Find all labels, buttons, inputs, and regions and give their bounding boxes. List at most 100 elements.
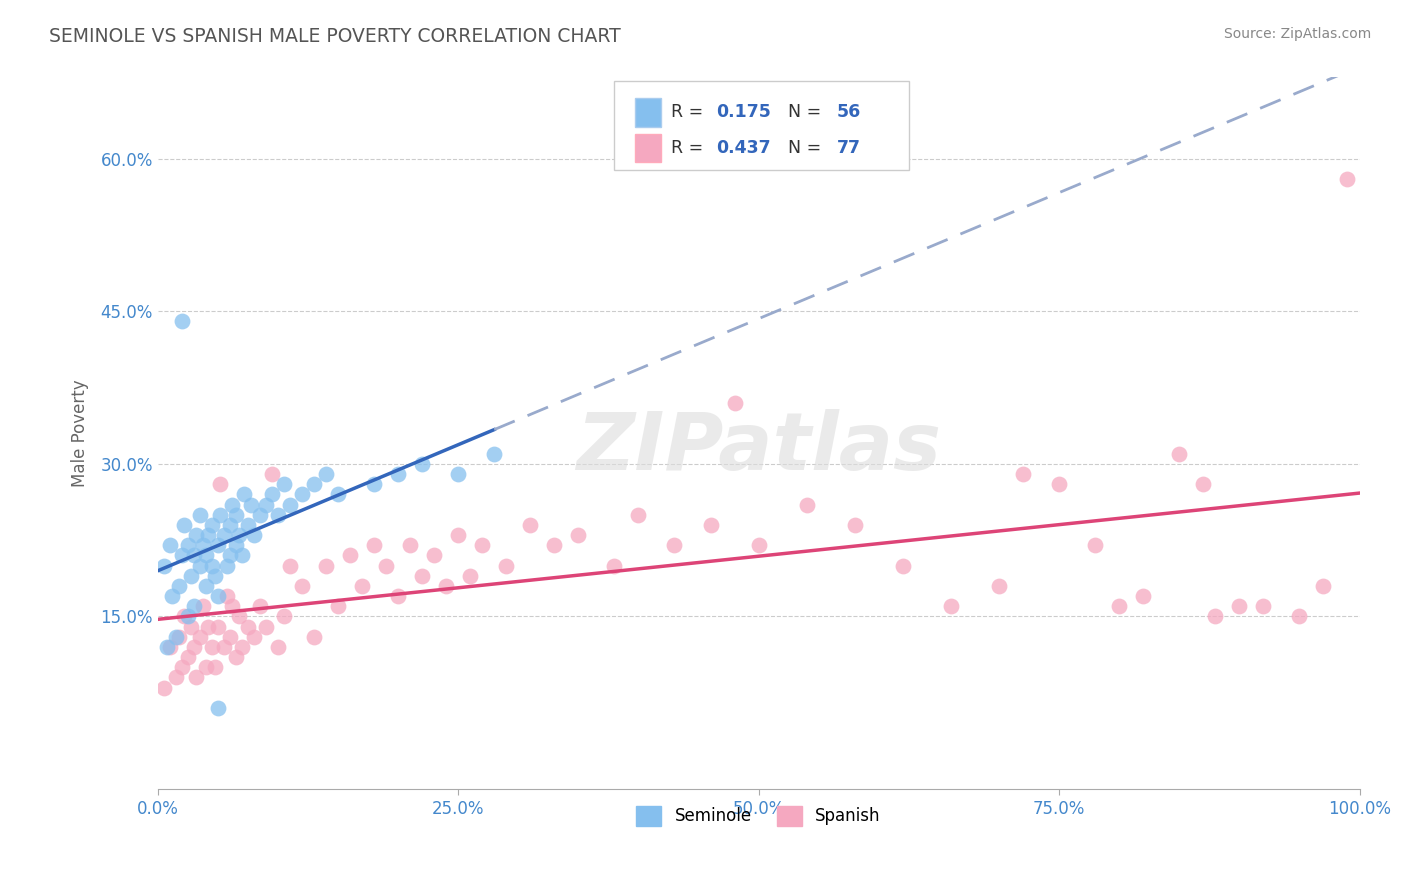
Point <box>267 508 290 522</box>
Point <box>1132 589 1154 603</box>
Point <box>236 619 259 633</box>
Point <box>447 528 470 542</box>
Point <box>197 619 219 633</box>
Point <box>1192 477 1215 491</box>
Point <box>207 619 229 633</box>
Text: ZIPatlas: ZIPatlas <box>576 409 941 486</box>
Point <box>159 538 181 552</box>
Point <box>399 538 422 552</box>
Point <box>495 558 517 573</box>
Point <box>339 549 361 563</box>
Point <box>844 517 866 532</box>
Text: N =: N = <box>776 103 827 121</box>
Point <box>233 487 256 501</box>
Point <box>225 508 247 522</box>
Point <box>209 508 232 522</box>
Point <box>152 681 174 695</box>
Text: SEMINOLE VS SPANISH MALE POVERTY CORRELATION CHART: SEMINOLE VS SPANISH MALE POVERTY CORRELA… <box>49 27 621 45</box>
Point <box>173 609 195 624</box>
Point <box>387 467 409 481</box>
Point <box>201 640 224 654</box>
Point <box>375 558 398 573</box>
Point <box>188 508 211 522</box>
Point <box>240 498 263 512</box>
Point <box>249 599 271 614</box>
Point <box>411 457 433 471</box>
Legend: Seminole, Spanish: Seminole, Spanish <box>628 797 889 834</box>
Point <box>315 467 337 481</box>
Point <box>212 528 235 542</box>
Point <box>1108 599 1130 614</box>
Point <box>218 517 240 532</box>
Point <box>236 517 259 532</box>
Point <box>169 630 191 644</box>
Point <box>411 568 433 582</box>
Point <box>173 517 195 532</box>
Point <box>273 477 295 491</box>
Text: 0.175: 0.175 <box>717 103 772 121</box>
Point <box>1253 599 1275 614</box>
Point <box>186 528 208 542</box>
Point <box>278 558 301 573</box>
Point <box>243 630 266 644</box>
Point <box>201 517 224 532</box>
Point <box>326 487 349 501</box>
Point <box>156 640 179 654</box>
Text: N =: N = <box>776 139 827 157</box>
Point <box>627 508 650 522</box>
Point <box>260 467 283 481</box>
Point <box>186 670 208 684</box>
Point <box>225 650 247 665</box>
Point <box>1084 538 1107 552</box>
FancyBboxPatch shape <box>614 81 908 170</box>
Point <box>180 619 202 633</box>
Point <box>447 467 470 481</box>
Point <box>209 477 232 491</box>
Point <box>170 660 193 674</box>
Point <box>458 568 481 582</box>
Point <box>159 640 181 654</box>
Point <box>302 477 325 491</box>
Point <box>484 447 506 461</box>
Point <box>1336 172 1358 186</box>
Point <box>254 498 277 512</box>
Point <box>1227 599 1250 614</box>
Point <box>217 558 239 573</box>
Point <box>254 619 277 633</box>
Point <box>188 630 211 644</box>
Point <box>169 579 191 593</box>
Text: 77: 77 <box>837 139 860 157</box>
Point <box>194 579 217 593</box>
Point <box>988 579 1011 593</box>
Point <box>796 498 818 512</box>
Point <box>170 314 193 328</box>
Text: 56: 56 <box>837 103 860 121</box>
Point <box>302 630 325 644</box>
Point <box>193 599 215 614</box>
Point <box>231 640 253 654</box>
Point <box>363 538 385 552</box>
Point <box>197 528 219 542</box>
Point <box>160 589 183 603</box>
Point <box>177 538 200 552</box>
Point <box>567 528 589 542</box>
Point <box>273 609 295 624</box>
Point <box>471 538 494 552</box>
Point <box>204 568 226 582</box>
Point <box>212 640 235 654</box>
Point <box>278 498 301 512</box>
Point <box>207 589 229 603</box>
Point <box>177 650 200 665</box>
Point <box>194 549 217 563</box>
Point <box>1047 477 1070 491</box>
Point <box>423 549 446 563</box>
Point <box>194 660 217 674</box>
Point <box>699 517 721 532</box>
Point <box>165 630 187 644</box>
Point <box>152 558 174 573</box>
Point <box>1204 609 1226 624</box>
Point <box>1288 609 1310 624</box>
Point <box>183 599 205 614</box>
Point <box>1168 447 1191 461</box>
Point <box>543 538 565 552</box>
